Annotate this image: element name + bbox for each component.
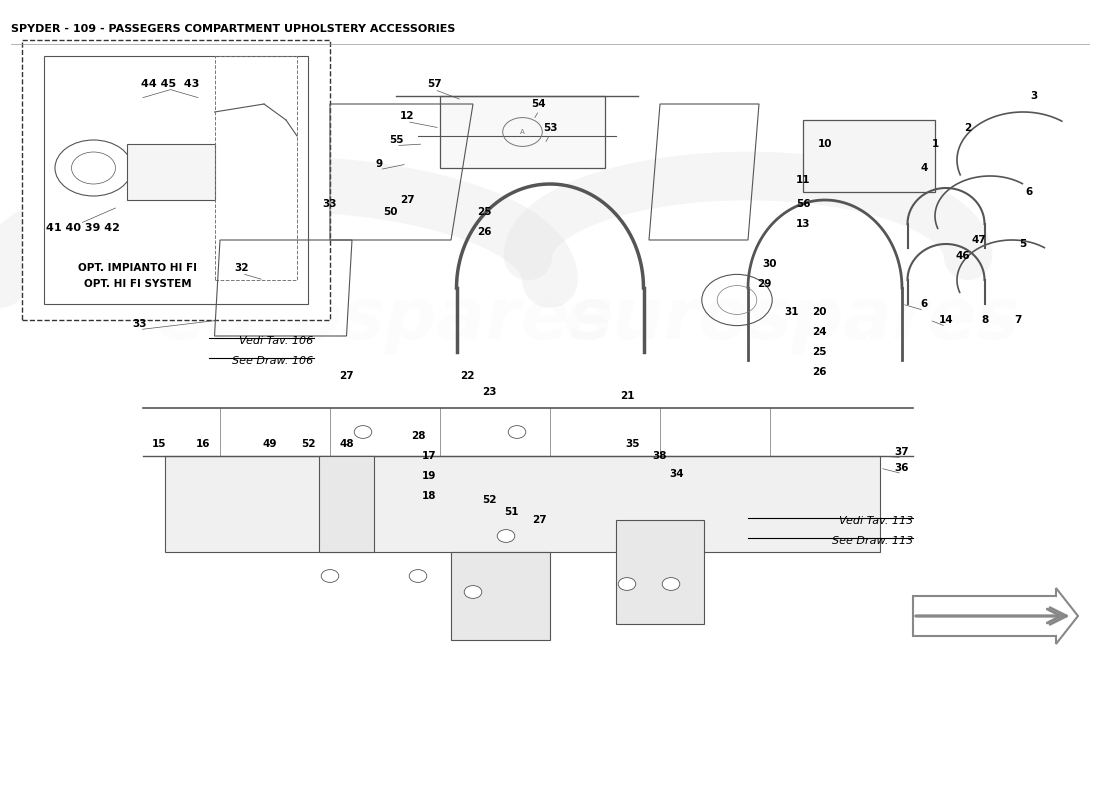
Text: 17: 17 — [421, 451, 437, 461]
Text: 37: 37 — [894, 447, 910, 457]
Text: 12: 12 — [399, 111, 415, 121]
Text: 1: 1 — [932, 139, 938, 149]
Text: 23: 23 — [482, 387, 497, 397]
Polygon shape — [165, 456, 880, 552]
Text: 9: 9 — [376, 159, 383, 169]
Text: 35: 35 — [625, 439, 640, 449]
FancyBboxPatch shape — [126, 144, 214, 200]
Text: 57: 57 — [427, 79, 442, 89]
Circle shape — [662, 578, 680, 590]
Text: 26: 26 — [812, 367, 827, 377]
Text: 8: 8 — [981, 315, 988, 325]
Text: 52: 52 — [482, 495, 497, 505]
Text: 21: 21 — [619, 391, 635, 401]
Text: 49: 49 — [262, 439, 277, 449]
Text: 54: 54 — [531, 99, 547, 109]
Text: 28: 28 — [410, 431, 426, 441]
Text: 52: 52 — [300, 439, 316, 449]
Text: 27: 27 — [399, 195, 415, 205]
Text: 2: 2 — [965, 123, 971, 133]
Text: 11: 11 — [795, 175, 811, 185]
Text: eurospares: eurospares — [563, 286, 1021, 354]
Text: OPT. HI FI SYSTEM: OPT. HI FI SYSTEM — [84, 279, 191, 289]
FancyArrowPatch shape — [916, 609, 1062, 623]
Text: 56: 56 — [795, 199, 811, 209]
Text: OPT. IMPIANTO HI FI: OPT. IMPIANTO HI FI — [78, 263, 197, 273]
Text: 4: 4 — [921, 163, 927, 173]
Text: 36: 36 — [894, 463, 910, 473]
Text: 20: 20 — [812, 307, 827, 317]
Text: 13: 13 — [795, 219, 811, 229]
Text: Vedi Tav. 113: Vedi Tav. 113 — [838, 516, 913, 526]
Text: 16: 16 — [196, 439, 211, 449]
Text: 7: 7 — [1014, 315, 1021, 325]
Text: SPYDER - 109 - PASSEGERS COMPARTMENT UPHOLSTERY ACCESSORIES: SPYDER - 109 - PASSEGERS COMPARTMENT UPH… — [11, 24, 455, 34]
Text: Vedi Tav. 106: Vedi Tav. 106 — [240, 336, 314, 346]
Circle shape — [464, 586, 482, 598]
Text: 5: 5 — [1020, 239, 1026, 249]
Text: 27: 27 — [531, 515, 547, 525]
Text: 26: 26 — [476, 227, 492, 237]
Text: 48: 48 — [339, 439, 354, 449]
Text: 32: 32 — [234, 263, 250, 273]
Text: 55: 55 — [388, 135, 404, 145]
Polygon shape — [616, 520, 704, 624]
Text: 29: 29 — [757, 279, 772, 289]
Text: 44 45  43: 44 45 43 — [141, 79, 200, 89]
Text: 24: 24 — [812, 327, 827, 337]
Circle shape — [409, 570, 427, 582]
Text: 33: 33 — [132, 319, 147, 329]
Text: 33: 33 — [322, 199, 338, 209]
Text: 3: 3 — [1031, 91, 1037, 101]
FancyBboxPatch shape — [22, 40, 330, 320]
Text: 22: 22 — [460, 371, 475, 381]
Text: See Draw. 113: See Draw. 113 — [832, 536, 913, 546]
Text: 25: 25 — [476, 207, 492, 217]
Text: 14: 14 — [938, 315, 954, 325]
Circle shape — [497, 530, 515, 542]
Text: 25: 25 — [812, 347, 827, 357]
Circle shape — [508, 426, 526, 438]
Polygon shape — [319, 456, 374, 552]
Text: 10: 10 — [817, 139, 833, 149]
Text: 34: 34 — [669, 469, 684, 478]
Polygon shape — [451, 552, 550, 640]
Circle shape — [321, 570, 339, 582]
Text: 46: 46 — [955, 251, 970, 261]
Text: 6: 6 — [1025, 187, 1032, 197]
Text: A: A — [520, 129, 525, 135]
Text: 41 40 39 42: 41 40 39 42 — [45, 223, 120, 233]
FancyBboxPatch shape — [803, 120, 935, 192]
Text: 30: 30 — [762, 259, 778, 269]
Text: 31: 31 — [784, 307, 800, 317]
Text: 18: 18 — [421, 491, 437, 501]
Text: eurospares: eurospares — [156, 286, 614, 354]
Text: 50: 50 — [383, 207, 398, 217]
Circle shape — [354, 426, 372, 438]
Text: 19: 19 — [421, 471, 437, 481]
Text: 47: 47 — [971, 235, 987, 245]
Text: 51: 51 — [504, 507, 519, 517]
FancyBboxPatch shape — [440, 96, 605, 168]
Circle shape — [618, 578, 636, 590]
Text: 53: 53 — [542, 123, 558, 133]
Text: 6: 6 — [921, 299, 927, 309]
Text: 15: 15 — [152, 439, 167, 449]
Text: See Draw. 106: See Draw. 106 — [232, 356, 314, 366]
Text: 38: 38 — [652, 451, 668, 461]
Text: 27: 27 — [339, 371, 354, 381]
